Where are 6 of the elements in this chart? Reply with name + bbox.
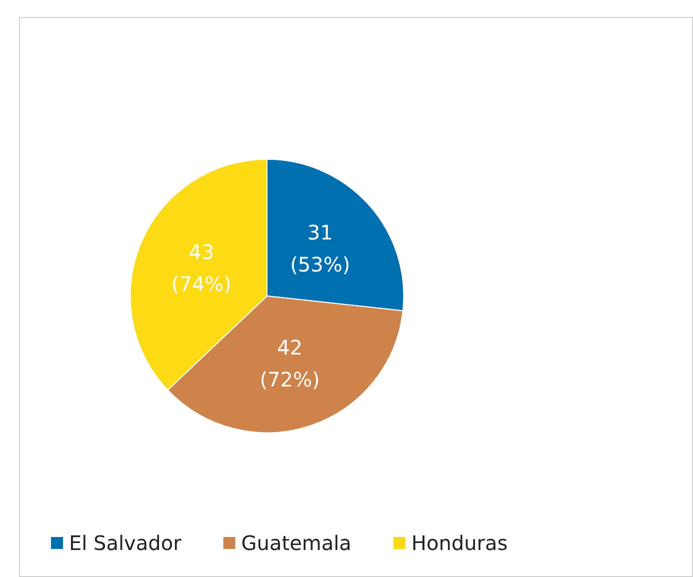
data-label: 43 (74%) bbox=[171, 240, 232, 296]
data-label: 42 (72%) bbox=[260, 336, 320, 392]
legend-label: Guatemala bbox=[241, 531, 352, 555]
data-label: 31 (53%) bbox=[290, 220, 350, 276]
legend-label: El Salvador bbox=[69, 531, 182, 555]
legend-label: Honduras bbox=[411, 531, 508, 555]
